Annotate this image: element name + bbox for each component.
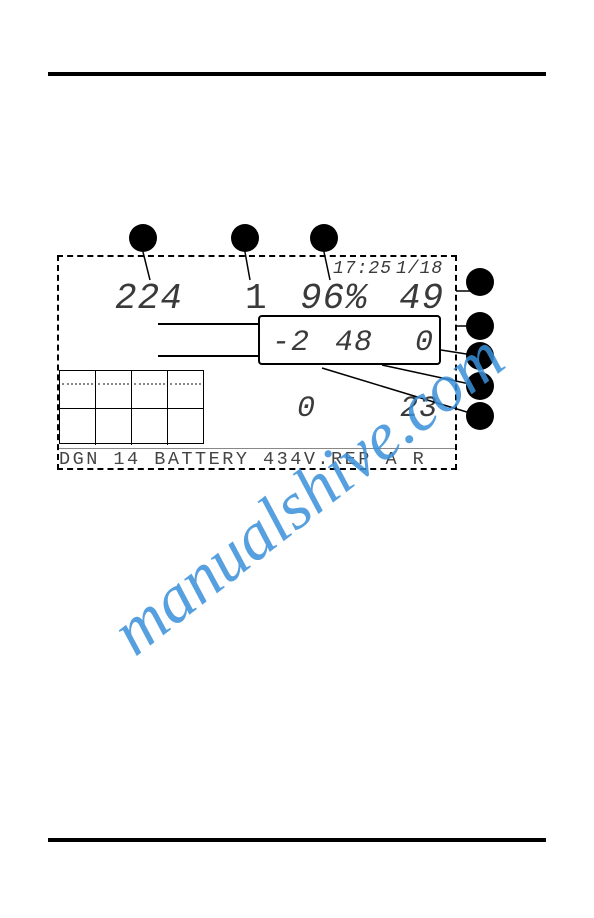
lcd-panel-l: -2 bbox=[272, 326, 310, 360]
callout-dot-8 bbox=[466, 402, 494, 430]
callout-dot-4 bbox=[466, 268, 494, 296]
lcd-val-a: 224 bbox=[115, 278, 183, 319]
lcd-below-l: 0 bbox=[297, 392, 316, 426]
callout-dot-5 bbox=[466, 312, 494, 340]
callout-dot-6 bbox=[466, 342, 494, 370]
rule-top bbox=[48, 72, 546, 76]
lcd-panel-r: 0 bbox=[415, 326, 434, 360]
callout-dot-1 bbox=[129, 224, 157, 252]
lcd-grid bbox=[59, 370, 204, 444]
lcd-val-c: 96% bbox=[300, 278, 368, 319]
lcd-below-r: 23 bbox=[400, 392, 438, 426]
lcd-val-d: 49 bbox=[399, 278, 444, 319]
lcd-val-b: 1 bbox=[245, 278, 268, 319]
lcd-box-cap bbox=[158, 323, 258, 357]
callout-dot-7 bbox=[466, 372, 494, 400]
callout-dot-3 bbox=[310, 224, 338, 252]
lcd-scroll: DGN 14 BATTERY 434V.REP A R bbox=[59, 448, 455, 470]
rule-bottom bbox=[48, 838, 546, 842]
lcd-page: 1/18 bbox=[396, 259, 443, 279]
callout-dot-2 bbox=[231, 224, 259, 252]
lcd-time: 17:25 bbox=[333, 259, 392, 279]
lcd-panel-m: 48 bbox=[335, 326, 373, 360]
